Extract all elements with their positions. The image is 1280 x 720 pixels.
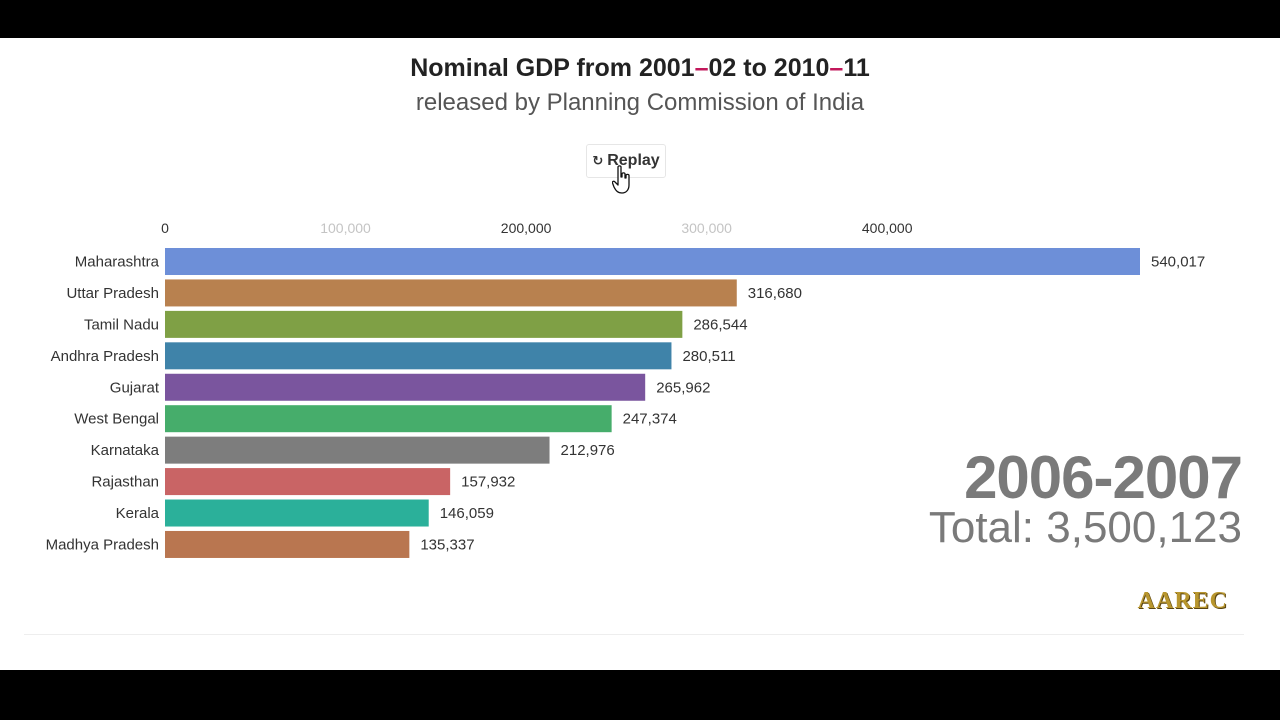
category-label: Tamil Nadu bbox=[84, 316, 159, 333]
x-tick-label: 300,000 bbox=[681, 220, 732, 236]
replay-button[interactable]: ↻ Replay bbox=[586, 144, 666, 178]
title-part-2: 02 to 2010 bbox=[708, 54, 830, 82]
title-part-1: Nominal GDP from 2001 bbox=[410, 54, 695, 82]
hand-cursor-icon bbox=[612, 165, 630, 194]
year-label: 2006-2007 bbox=[964, 444, 1243, 511]
x-tick-label: 400,000 bbox=[862, 220, 913, 236]
bar bbox=[165, 342, 672, 370]
bar bbox=[165, 530, 410, 558]
bar bbox=[165, 310, 683, 338]
x-tick-label: 200,000 bbox=[501, 220, 552, 236]
chart-subtitle: released by Planning Commission of India bbox=[415, 89, 865, 116]
value-label: 280,511 bbox=[682, 348, 735, 365]
x-tick-label: 0 bbox=[161, 220, 169, 236]
value-label: 146,059 bbox=[440, 505, 494, 522]
chart-stage: Nominal GDP from 2001–02 to 2010–11 rele… bbox=[0, 38, 1280, 670]
value-label: 157,932 bbox=[461, 474, 515, 491]
bar-chart: 0 100,000 200,000 300,000 400,000 Maharashtra… bbox=[46, 220, 1205, 558]
value-label: 247,374 bbox=[623, 411, 677, 428]
title-part-3: 11 bbox=[843, 54, 870, 82]
bar bbox=[165, 373, 646, 401]
chart-title: Nominal GDP from 2001–02 to 2010–11 bbox=[0, 54, 1280, 83]
value-label: 212,976 bbox=[561, 442, 615, 459]
category-label: Rajasthan bbox=[91, 474, 159, 491]
category-label: Karnataka bbox=[91, 442, 160, 459]
bar bbox=[165, 248, 1140, 275]
value-label: 316,680 bbox=[748, 285, 802, 302]
value-label: 135,337 bbox=[420, 536, 474, 553]
category-label: Maharashtra bbox=[75, 254, 160, 271]
replay-icon: ↻ bbox=[592, 153, 604, 168]
value-label: 286,544 bbox=[693, 316, 747, 333]
bar bbox=[165, 468, 451, 496]
footer-divider bbox=[24, 634, 1244, 635]
brand-logo: AAREC bbox=[1137, 588, 1228, 614]
bar bbox=[165, 436, 550, 464]
value-label: 265,962 bbox=[656, 379, 710, 396]
title-dash-2: – bbox=[829, 54, 844, 82]
replay-label: Replay bbox=[607, 152, 660, 169]
category-label: Kerala bbox=[116, 505, 160, 522]
category-label: Madhya Pradesh bbox=[46, 536, 159, 553]
total-label: Total: 3,500,123 bbox=[928, 503, 1242, 552]
category-label: Uttar Pradesh bbox=[66, 285, 159, 302]
category-label: Andhra Pradesh bbox=[51, 348, 159, 365]
bar bbox=[165, 279, 737, 307]
category-label: Gujarat bbox=[110, 379, 160, 396]
bar bbox=[165, 405, 612, 433]
title-dash-1: – bbox=[694, 54, 709, 82]
x-tick-label: 100,000 bbox=[320, 220, 371, 236]
category-label: West Bengal bbox=[74, 411, 159, 428]
bar bbox=[165, 499, 429, 527]
value-label: 540,017 bbox=[1151, 254, 1205, 271]
